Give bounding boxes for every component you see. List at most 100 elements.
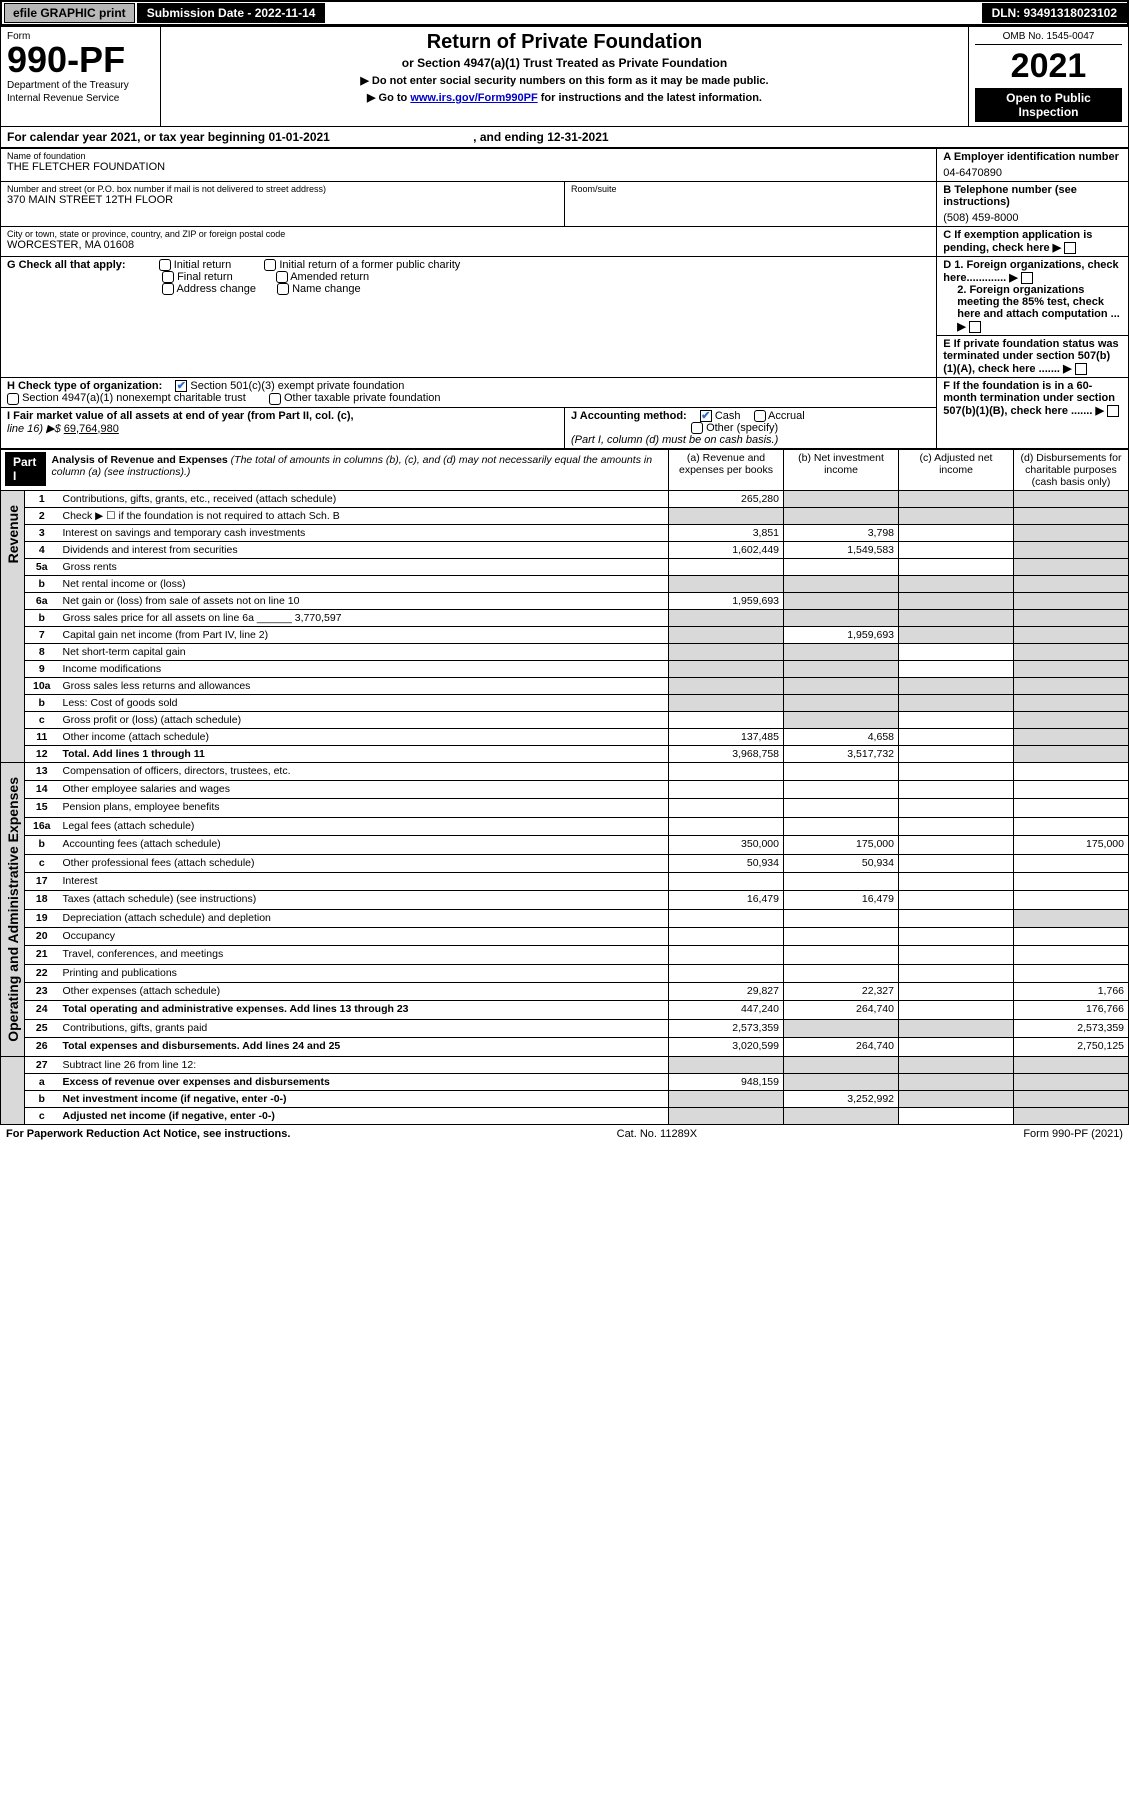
table-row: 6aNet gain or (loss) from sale of assets…: [1, 592, 1129, 609]
efile-print-button[interactable]: efile GRAPHIC print: [4, 3, 135, 23]
table-row: 4Dividends and interest from securities1…: [1, 541, 1129, 558]
col-a-header: (a) Revenue and expenses per books: [669, 449, 784, 490]
h-501c3-checkbox[interactable]: [175, 380, 187, 392]
line-description: Gross sales price for all assets on line…: [59, 609, 669, 626]
j-note: (Part I, column (d) must be on cash basi…: [571, 434, 778, 446]
line-description: Contributions, gifts, grants, etc., rece…: [59, 490, 669, 507]
j-other-checkbox[interactable]: [691, 422, 703, 434]
line-number: 25: [25, 1019, 59, 1037]
d2-checkbox[interactable]: [969, 321, 981, 333]
h-other-taxable-checkbox[interactable]: [269, 393, 281, 405]
line-number: b: [25, 694, 59, 711]
line-description: Total expenses and disbursements. Add li…: [59, 1038, 669, 1056]
irs-label: Internal Revenue Service: [7, 93, 154, 104]
c-checkbox[interactable]: [1064, 242, 1076, 254]
line-description: Gross profit or (loss) (attach schedule): [59, 711, 669, 728]
line-number: 27: [25, 1056, 59, 1073]
tax-year: 2021: [975, 47, 1122, 86]
line-description: Gross rents: [59, 558, 669, 575]
table-row: 12Total. Add lines 1 through 113,968,758…: [1, 745, 1129, 762]
g-initial-return-checkbox[interactable]: [159, 259, 171, 271]
line-description: Other professional fees (attach schedule…: [59, 854, 669, 872]
arrow-icon: ▶: [1053, 242, 1061, 254]
line-number: 3: [25, 524, 59, 541]
g-initial-public-charity-checkbox[interactable]: [264, 259, 276, 271]
page-footer: For Paperwork Reduction Act Notice, see …: [0, 1125, 1129, 1143]
g-name-change-checkbox[interactable]: [277, 283, 289, 295]
f-checkbox[interactable]: [1107, 405, 1119, 417]
line-number: 26: [25, 1038, 59, 1056]
line-number: 1: [25, 490, 59, 507]
col-c-header: (c) Adjusted net income: [899, 449, 1014, 490]
j-cash-checkbox[interactable]: [700, 410, 712, 422]
line-number: 8: [25, 643, 59, 660]
table-row: 22Printing and publications: [1, 964, 1129, 982]
form-number: 990-PF: [7, 42, 154, 78]
table-row: bGross sales price for all assets on lin…: [1, 609, 1129, 626]
i-line: line 16) ▶$: [7, 423, 61, 435]
dln-number: DLN: 93491318023102: [982, 3, 1127, 23]
form-title: Return of Private Foundation: [167, 31, 962, 54]
table-row: 23Other expenses (attach schedule)29,827…: [1, 983, 1129, 1001]
g-label: G Check all that apply: Initial return I…: [7, 259, 930, 271]
line-description: Adjusted net income (if negative, enter …: [59, 1107, 669, 1124]
part1-analysis-table: Part I Analysis of Revenue and Expenses …: [0, 449, 1129, 1125]
table-row: aExcess of revenue over expenses and dis…: [1, 1073, 1129, 1090]
col-d-header: (d) Disbursements for charitable purpose…: [1014, 449, 1129, 490]
line-description: Occupancy: [59, 927, 669, 945]
line-description: Other expenses (attach schedule): [59, 983, 669, 1001]
line-number: 15: [25, 799, 59, 817]
line-number: 24: [25, 1001, 59, 1019]
g-address-change-checkbox[interactable]: [162, 283, 174, 295]
j-accrual-checkbox[interactable]: [754, 410, 766, 422]
line-number: 2: [25, 507, 59, 524]
calendar-year-line: For calendar year 2021, or tax year begi…: [0, 127, 1129, 148]
addr-label: Number and street (or P.O. box number if…: [7, 184, 558, 194]
d1-checkbox[interactable]: [1021, 272, 1033, 284]
line-description: Legal fees (attach schedule): [59, 817, 669, 835]
line-number: b: [25, 1090, 59, 1107]
line-number: 6a: [25, 592, 59, 609]
line-number: 7: [25, 626, 59, 643]
foundation-name: THE FLETCHER FOUNDATION: [7, 161, 930, 173]
line-description: Other income (attach schedule): [59, 728, 669, 745]
table-row: 16aLegal fees (attach schedule): [1, 817, 1129, 835]
g-final-return-checkbox[interactable]: [162, 271, 174, 283]
part1-title: Analysis of Revenue and Expenses: [52, 454, 228, 466]
cat-number: Cat. No. 11289X: [617, 1128, 698, 1140]
line-description: Other employee salaries and wages: [59, 781, 669, 799]
g-amended-return-checkbox[interactable]: [276, 271, 288, 283]
e-label: E If private foundation status was termi…: [943, 338, 1118, 375]
line-description: Net gain or (loss) from sale of assets n…: [59, 592, 669, 609]
form990pf-link[interactable]: www.irs.gov/Form990PF: [410, 92, 537, 104]
line-description: Interest: [59, 872, 669, 890]
table-row: 17Interest: [1, 872, 1129, 890]
table-row: 25Contributions, gifts, grants paid2,573…: [1, 1019, 1129, 1037]
identification-block: Name of foundation THE FLETCHER FOUNDATI…: [0, 148, 1129, 449]
i-label: I Fair market value of all assets at end…: [7, 410, 354, 422]
ein-value: 04-6470890: [943, 167, 1122, 179]
e-checkbox[interactable]: [1075, 363, 1087, 375]
line-description: Subtract line 26 from line 12:: [59, 1056, 669, 1073]
table-row: Operating and Administrative Expenses13C…: [1, 762, 1129, 780]
j-label: J Accounting method:: [571, 410, 687, 422]
table-row: bAccounting fees (attach schedule)350,00…: [1, 836, 1129, 854]
line-number: 16a: [25, 817, 59, 835]
h-4947-checkbox[interactable]: [7, 393, 19, 405]
expenses-section-header: Operating and Administrative Expenses: [1, 762, 25, 1056]
form-subtitle: or Section 4947(a)(1) Trust Treated as P…: [167, 56, 962, 70]
line-number: 19: [25, 909, 59, 927]
line-description: Net rental income or (loss): [59, 575, 669, 592]
table-row: 9Income modifications: [1, 660, 1129, 677]
col-b-header: (b) Net investment income: [784, 449, 899, 490]
line-number: 20: [25, 927, 59, 945]
table-row: bNet rental income or (loss): [1, 575, 1129, 592]
table-row: 2Check ▶ ☐ if the foundation is not requ…: [1, 507, 1129, 524]
h-label: H Check type of organization:: [7, 380, 162, 392]
table-row: 3Interest on savings and temporary cash …: [1, 524, 1129, 541]
line-description: Pension plans, employee benefits: [59, 799, 669, 817]
name-label: Name of foundation: [7, 151, 930, 161]
line-number: c: [25, 1107, 59, 1124]
line-number: 12: [25, 745, 59, 762]
form-ref: Form 990-PF (2021): [1023, 1128, 1123, 1140]
